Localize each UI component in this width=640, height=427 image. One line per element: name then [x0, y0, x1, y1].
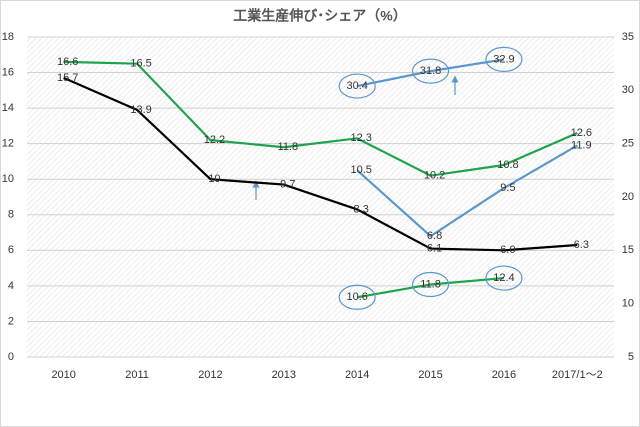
- y-tick-label: 14: [2, 102, 14, 114]
- data-label: 9.5: [500, 182, 515, 194]
- data-label: 12.3: [350, 132, 371, 144]
- y-tick-label: 10: [2, 173, 14, 185]
- data-label: 16.6: [57, 56, 78, 68]
- label-circle: [485, 265, 523, 291]
- y-tick-label: 18: [2, 31, 14, 43]
- data-label: 10.2: [424, 170, 445, 182]
- y-tick-label: 16: [2, 66, 14, 78]
- data-label: 11.8: [420, 278, 441, 290]
- data-label: 15.7: [57, 72, 78, 84]
- y2-tick-label: 15: [622, 244, 634, 256]
- y-tick-label: 0: [8, 351, 14, 363]
- y2-tick-label: 20: [622, 191, 634, 203]
- y-tick-label: 2: [8, 315, 14, 327]
- series-line: [63, 60, 578, 177]
- y2-tick-label: 10: [622, 298, 634, 310]
- label-circle: [411, 271, 450, 298]
- series-line: [63, 76, 578, 252]
- data-label: 6.0: [500, 244, 515, 256]
- y-tick-label: 8: [8, 209, 14, 221]
- data-label: 31.8: [420, 65, 441, 77]
- y2-tick-label: 30: [622, 84, 634, 96]
- x-tick-label: 2016: [492, 369, 516, 381]
- data-label: 12.6: [571, 127, 592, 139]
- x-tick-label: 2014: [345, 369, 369, 381]
- data-label: 16.5: [130, 58, 151, 70]
- y2-tick-label: 5: [628, 351, 634, 363]
- y-tick-label: 6: [8, 244, 14, 256]
- data-label: 8.3: [354, 203, 369, 215]
- x-tick-label: 2012: [198, 369, 222, 381]
- data-label: 10.8: [497, 159, 518, 171]
- y-tick-label: 12: [2, 138, 14, 150]
- data-label: 9.7: [280, 178, 295, 190]
- y2-tick-label: 35: [622, 31, 634, 43]
- data-label: 12.2: [204, 134, 225, 146]
- x-tick-label: 2017/1～2: [552, 369, 603, 381]
- data-label: 10.6: [346, 291, 367, 303]
- data-label: 32.9: [493, 53, 514, 65]
- label-circle: [338, 73, 376, 99]
- data-label: 6.1: [427, 242, 442, 254]
- series-line: [356, 144, 578, 238]
- data-label: 10.5: [350, 164, 371, 176]
- data-label: 11.9: [571, 139, 592, 151]
- x-tick-label: 2010: [51, 369, 75, 381]
- data-label: 11.8: [278, 141, 299, 153]
- data-label: 10: [208, 173, 220, 185]
- data-label: 6.3: [574, 239, 589, 251]
- series-line: [356, 276, 505, 299]
- series-line: [356, 58, 505, 88]
- chart-title: 工業生産伸び･シェア（%）: [233, 8, 406, 24]
- x-tick-label: 2013: [272, 369, 296, 381]
- data-label: 6.8: [427, 230, 442, 242]
- label-circle: [411, 58, 450, 84]
- label-circle: [485, 46, 523, 73]
- x-tick-label: 2011: [125, 369, 149, 381]
- chart-layer: 0 2 4 6 8 10 12 14 16 18 5 10 15 20 25 30 35 2010 2011 2012…: [2, 31, 634, 381]
- label-circle: [338, 284, 376, 310]
- data-label: 13.9: [130, 104, 151, 116]
- y-tick-label: 4: [8, 280, 14, 292]
- data-label: 30.4: [346, 80, 367, 92]
- x-tick-label: 2015: [418, 369, 442, 381]
- data-label: 12.4: [493, 272, 514, 284]
- y2-tick-label: 25: [622, 138, 634, 150]
